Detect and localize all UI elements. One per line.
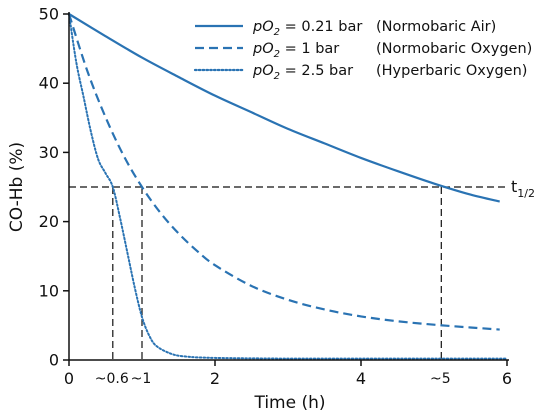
series-line-dotted (68, 13, 508, 360)
y-tick-label: 20 (39, 212, 59, 231)
y-tick-label: 0 (49, 351, 59, 370)
series-line-solid (68, 13, 500, 203)
half-life-annotations: ~0.6 ~1 ~5 t1/2 (95, 177, 535, 387)
y-tick-label: 40 (39, 74, 59, 93)
tick-marks: 0 10 20 30 40 50 0 2 4 6 (39, 5, 512, 389)
y-tick-label: 10 (39, 281, 59, 300)
series-lines (67, 13, 508, 360)
half-life-marker-label: ~5 (430, 371, 451, 387)
half-life-guides (69, 186, 507, 362)
legend: pO2 = 0.21 bar (Normobaric Air) pO2 = 1 ba… (193, 19, 532, 82)
legend-note: (Normobaric Air) (376, 19, 496, 35)
x-axis-title: Time (h) (253, 393, 325, 413)
half-life-marker-label: ~0.6 (95, 371, 129, 387)
legend-note: (Normobaric Oxygen) (376, 41, 532, 57)
legend-item: pO2 = 1 bar (Normobaric Oxygen) (195, 41, 532, 60)
legend-item: pO2 = 2.5 bar (Hyperbaric Oxygen) (193, 63, 527, 82)
half-life-marker-label: ~1 (131, 371, 152, 387)
y-tick-label: 50 (39, 5, 59, 24)
legend-label: pO2 = 0.21 bar (252, 19, 362, 38)
legend-note: (Hyperbaric Oxygen) (376, 63, 527, 79)
x-tick-label: 2 (210, 369, 220, 388)
y-tick-label: 30 (39, 143, 59, 162)
x-tick-label: 6 (502, 369, 512, 388)
axes (68, 12, 509, 361)
legend-label: pO2 = 2.5 bar (252, 63, 353, 82)
half-life-label: t1/2 (511, 177, 535, 200)
x-tick-label: 0 (64, 369, 74, 388)
x-tick-label: 4 (356, 369, 366, 388)
y-axis-title: CO-Hb (%) (7, 142, 27, 232)
legend-item: pO2 = 0.21 bar (Normobaric Air) (195, 19, 496, 38)
legend-label: pO2 = 1 bar (252, 41, 339, 60)
series-line-dashed (67, 13, 500, 331)
